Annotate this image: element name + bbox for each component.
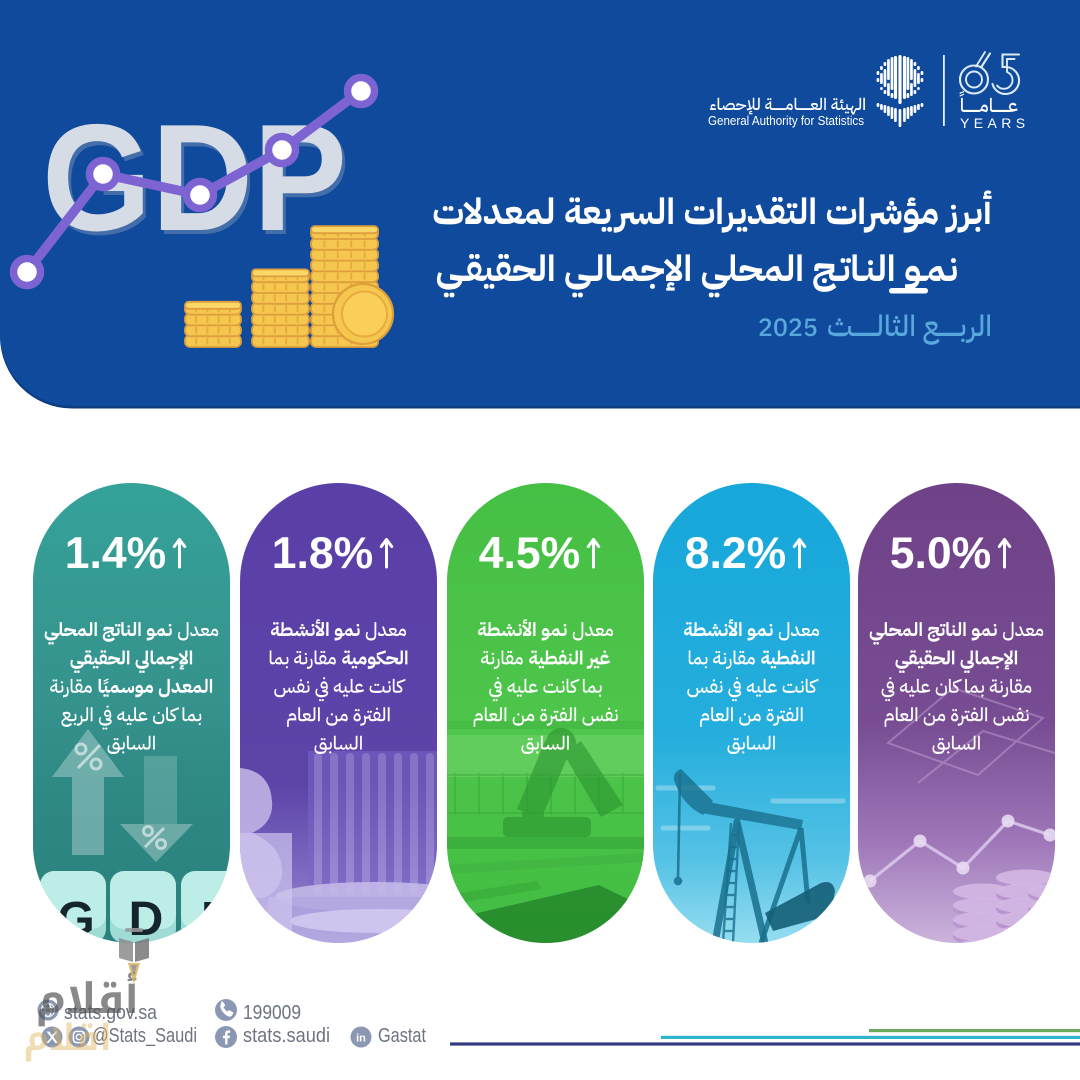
svg-text:8.2%: 8.2% xyxy=(685,529,786,578)
svg-text:199009: 199009 xyxy=(243,1001,301,1024)
svg-text:General Authority for Statisti: General Authority for Statistics xyxy=(708,113,864,128)
svg-text:P: P xyxy=(201,893,233,946)
svg-text:5.0%: 5.0% xyxy=(890,529,991,578)
svg-text:4.5%: 4.5% xyxy=(479,529,580,578)
svg-text:YEARS: YEARS xyxy=(960,115,1029,131)
svg-text:in: in xyxy=(356,1033,366,1045)
svg-text:@Stats_Saudi: @Stats_Saudi xyxy=(92,1024,197,1047)
svg-text:D: D xyxy=(129,893,164,946)
svg-text:1.8%: 1.8% xyxy=(272,529,373,578)
svg-text:Gastat: Gastat xyxy=(378,1024,426,1047)
svg-text:1.4%: 1.4% xyxy=(65,529,166,578)
svg-text:G: G xyxy=(57,893,94,946)
svg-text:stats.saudi: stats.saudi xyxy=(243,1024,330,1047)
